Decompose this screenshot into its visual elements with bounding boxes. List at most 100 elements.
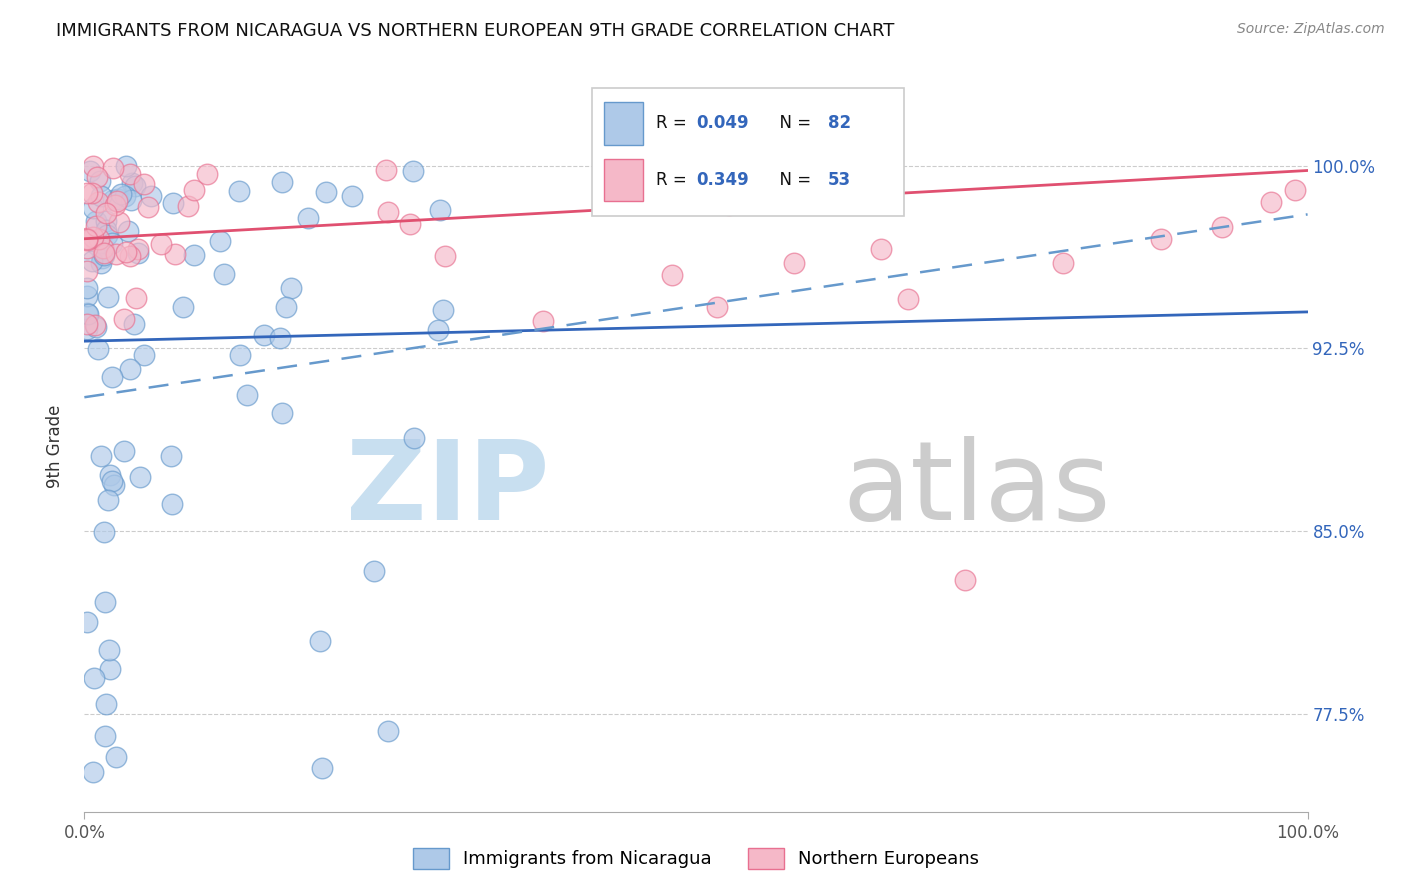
Point [124, 291, 146, 305]
Point [110, 186, 132, 201]
Point [100, 370, 122, 384]
Point [718, 198, 741, 212]
Point [897, 292, 920, 306]
Point [176, 199, 198, 213]
Text: IMMIGRANTS FROM NICARAGUA VS NORTHERN EUROPEAN 9TH GRADE CORRELATION CHART: IMMIGRANTS FROM NICARAGUA VS NORTHERN EU… [56, 22, 894, 40]
Point [107, 192, 129, 206]
Point [86, 237, 108, 252]
FancyBboxPatch shape [605, 159, 644, 201]
Point [136, 200, 159, 214]
Point [124, 178, 146, 193]
Point [401, 164, 423, 178]
Point [87, 342, 110, 356]
Text: 0.049: 0.049 [696, 114, 748, 132]
Point [104, 749, 127, 764]
Point [165, 246, 187, 260]
Point [101, 193, 124, 207]
Point [139, 189, 162, 203]
Point [96, 290, 118, 304]
Point [76, 241, 98, 255]
Point [93, 729, 115, 743]
Point [87, 232, 110, 246]
Point [101, 161, 124, 176]
Legend: Immigrants from Nicaragua, Northern Europeans: Immigrants from Nicaragua, Northern Euro… [412, 847, 980, 869]
Text: R =: R = [655, 114, 692, 132]
Point [1284, 183, 1306, 197]
Point [93, 525, 115, 540]
Point [76, 281, 98, 295]
Point [399, 217, 422, 231]
Text: R =: R = [655, 170, 692, 189]
Point [100, 475, 122, 489]
Point [115, 159, 138, 173]
Text: ZIP: ZIP [346, 436, 550, 543]
Point [76, 289, 98, 303]
Point [84, 318, 107, 333]
Point [117, 224, 139, 238]
Point [76, 317, 98, 331]
Point [97, 492, 120, 507]
Point [108, 214, 131, 228]
Point [183, 248, 205, 262]
Point [112, 444, 135, 458]
Point [118, 361, 141, 376]
Point [121, 176, 143, 190]
Point [94, 206, 117, 220]
Point [82, 159, 104, 173]
Point [183, 183, 205, 197]
Point [84, 219, 107, 233]
Point [162, 195, 184, 210]
Point [80, 254, 103, 268]
Point [96, 228, 118, 243]
Point [1052, 256, 1074, 270]
Point [93, 246, 115, 260]
Text: atlas: atlas [842, 436, 1111, 543]
Point [93, 248, 115, 262]
Point [214, 267, 236, 281]
Point [89, 173, 111, 187]
Point [83, 671, 105, 685]
Y-axis label: 9th Grade: 9th Grade [45, 404, 63, 488]
Point [76, 306, 98, 320]
Point [706, 300, 728, 314]
Point [120, 193, 142, 207]
Point [112, 312, 135, 326]
Point [91, 251, 114, 265]
Point [115, 245, 138, 260]
Point [229, 347, 252, 361]
Point [94, 595, 117, 609]
Point [84, 319, 107, 334]
Point [105, 194, 128, 209]
Point [269, 331, 291, 345]
Point [280, 281, 302, 295]
Point [76, 233, 98, 247]
Point [87, 195, 110, 210]
Point [783, 256, 806, 270]
Point [76, 264, 98, 278]
Point [869, 242, 891, 256]
Point [132, 177, 155, 191]
Point [94, 698, 117, 712]
Point [1150, 232, 1173, 246]
Point [172, 300, 194, 314]
Point [228, 184, 250, 198]
Point [340, 188, 363, 202]
Point [76, 231, 98, 245]
Point [132, 347, 155, 361]
Text: Source: ZipAtlas.com: Source: ZipAtlas.com [1237, 22, 1385, 37]
Point [127, 245, 149, 260]
Point [377, 724, 399, 739]
Point [96, 222, 118, 236]
Point [98, 662, 121, 676]
Text: N =: N = [769, 114, 817, 132]
Point [426, 323, 449, 337]
FancyBboxPatch shape [592, 87, 904, 216]
Point [404, 431, 426, 445]
Point [271, 406, 294, 420]
FancyBboxPatch shape [605, 103, 644, 145]
Point [375, 162, 398, 177]
Point [86, 170, 108, 185]
Point [363, 564, 385, 578]
Point [82, 765, 104, 780]
Point [114, 189, 136, 203]
